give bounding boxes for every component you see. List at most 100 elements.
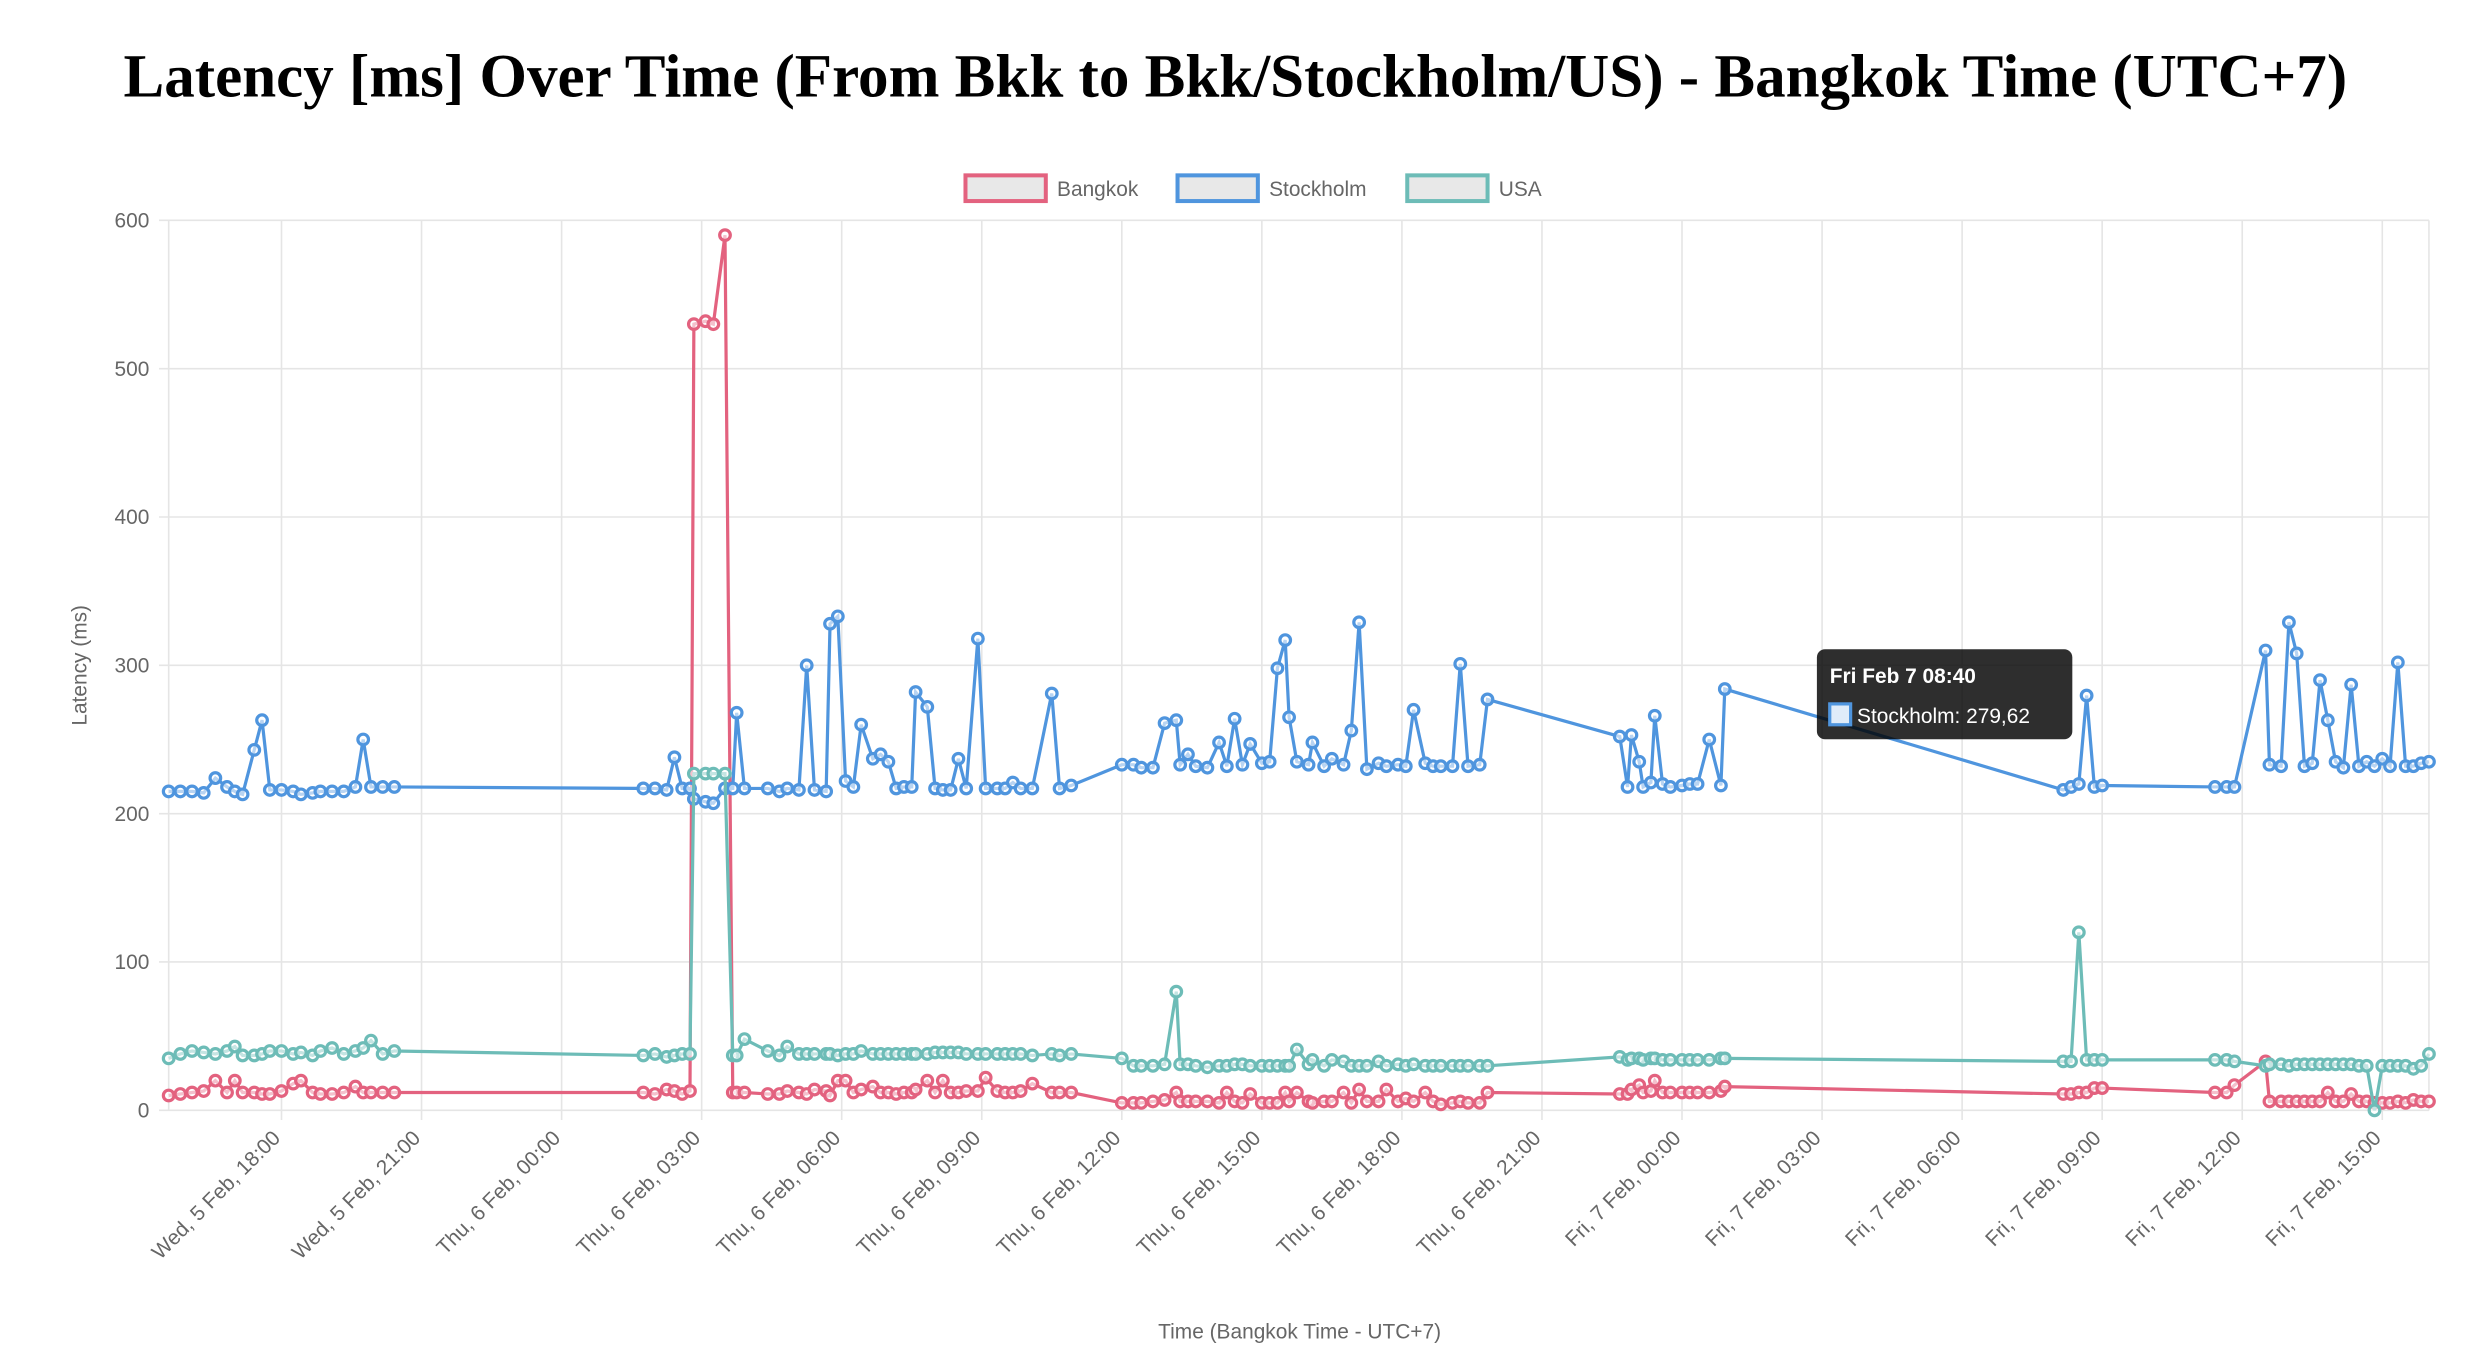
data-point xyxy=(1472,757,1487,772)
data-point xyxy=(1157,1093,1172,1107)
data-point xyxy=(799,658,814,673)
data-point xyxy=(1690,1052,1705,1067)
data-point xyxy=(873,747,888,762)
data-point xyxy=(262,1087,277,1101)
data-point xyxy=(1336,757,1351,772)
data-point xyxy=(1052,1085,1067,1100)
data-point xyxy=(1052,781,1067,796)
data-point xyxy=(387,1085,402,1100)
data-point xyxy=(683,1084,697,1098)
data-point xyxy=(1379,1058,1394,1073)
data-point xyxy=(1013,781,1028,796)
data-point xyxy=(1235,757,1250,772)
legend-item: Bangkok xyxy=(963,173,1139,204)
data-point xyxy=(364,780,378,794)
y-tick-label: 100 xyxy=(115,951,150,974)
data-point xyxy=(1717,1079,1732,1094)
data-point xyxy=(819,784,834,799)
data-point xyxy=(823,616,837,631)
data-point xyxy=(908,1082,923,1097)
data-point xyxy=(1235,1095,1250,1110)
data-point xyxy=(920,1073,935,1088)
data-point xyxy=(356,1041,371,1055)
data-point xyxy=(173,784,188,799)
data-point xyxy=(2336,760,2351,775)
data-point xyxy=(1461,759,1475,774)
data-point xyxy=(1219,1085,1234,1100)
x-tick-label: Thu, 6 Feb, 18:00 xyxy=(1273,1127,1406,1260)
x-tick-label: Thu, 6 Feb, 12:00 xyxy=(993,1127,1126,1260)
data-point xyxy=(325,1041,339,1055)
data-point xyxy=(648,781,662,796)
data-point xyxy=(686,766,701,781)
tooltip-title: Fri Feb 7 08:40 xyxy=(1830,665,1976,688)
data-point xyxy=(1480,1058,1495,1073)
data-point xyxy=(2262,1057,2277,1072)
data-point xyxy=(1480,692,1495,707)
data-point xyxy=(325,1087,339,1101)
data-point xyxy=(1188,759,1203,774)
data-point xyxy=(1433,1058,1448,1073)
legend-swatch xyxy=(963,173,1048,204)
data-point xyxy=(1146,1094,1160,1109)
data-point xyxy=(1227,711,1242,726)
data-point xyxy=(1647,1073,1662,1088)
data-point xyxy=(2320,713,2335,728)
data-point xyxy=(2422,1047,2436,1061)
data-point xyxy=(1624,728,1639,742)
data-point xyxy=(2219,1085,2234,1100)
data-point xyxy=(235,787,250,802)
y-tick-label: 500 xyxy=(115,358,150,381)
data-point xyxy=(706,796,721,811)
data-point xyxy=(920,699,935,714)
data-point xyxy=(1663,1052,1678,1067)
data-point xyxy=(1025,781,1040,796)
data-point xyxy=(686,317,701,332)
data-point xyxy=(1379,759,1394,774)
data-point xyxy=(854,1044,869,1058)
x-tick-label: Fri, 7 Feb, 12:00 xyxy=(2121,1127,2246,1252)
data-point xyxy=(737,1085,752,1100)
data-point xyxy=(2383,759,2397,774)
data-point xyxy=(1702,1052,1717,1067)
data-point xyxy=(348,780,363,794)
x-tick-label: Fri, 7 Feb, 06:00 xyxy=(1841,1127,1966,1252)
data-point xyxy=(1064,778,1079,793)
data-point xyxy=(1379,1082,1394,1097)
data-point xyxy=(1114,757,1129,772)
data-point xyxy=(1044,686,1059,701)
data-point xyxy=(1359,762,1374,777)
data-point xyxy=(1282,1094,1296,1109)
data-point xyxy=(2305,756,2320,771)
series xyxy=(161,766,2436,1118)
data-point xyxy=(2344,677,2359,692)
data-point xyxy=(1146,1058,1160,1073)
data-point xyxy=(667,750,682,765)
data-point xyxy=(807,1047,822,1061)
data-point xyxy=(1188,1094,1203,1109)
data-point xyxy=(1317,759,1332,774)
data-point xyxy=(274,783,289,797)
x-tick-label: Thu, 6 Feb, 00:00 xyxy=(432,1127,565,1260)
data-point xyxy=(1188,1058,1203,1073)
y-tick-label: 0 xyxy=(138,1100,150,1123)
data-point xyxy=(1173,757,1188,772)
data-point xyxy=(1663,780,1678,794)
data-point xyxy=(1433,1097,1448,1112)
data-point xyxy=(2227,1054,2242,1069)
data-point xyxy=(1052,1048,1067,1063)
legend-label: Stockholm xyxy=(1269,178,1366,201)
legend-swatch xyxy=(1175,173,1260,204)
data-point xyxy=(1472,1095,1487,1110)
tooltip: Fri Feb 7 08:40 Stockholm: 279,62 xyxy=(1816,649,2073,740)
data-point xyxy=(2289,646,2304,661)
data-point xyxy=(760,781,775,796)
data-point xyxy=(1212,1095,1226,1110)
data-point xyxy=(2367,759,2382,774)
data-point xyxy=(247,742,262,757)
x-tick-label: Fri, 7 Feb, 00:00 xyxy=(1561,1127,1686,1252)
data-point xyxy=(313,1087,328,1101)
data-point xyxy=(830,609,845,624)
data-point xyxy=(325,784,339,799)
data-point xyxy=(838,1073,853,1088)
